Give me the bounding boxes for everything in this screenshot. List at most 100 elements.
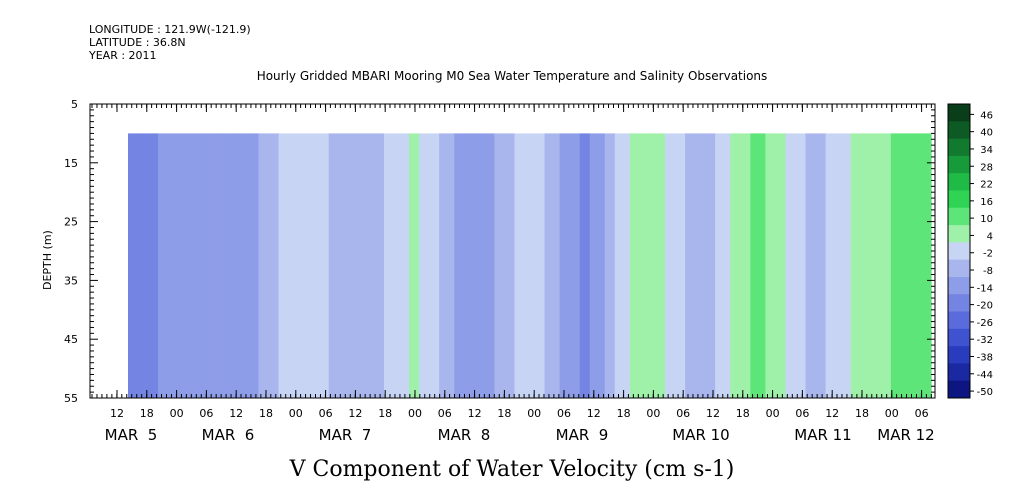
heatmap-cell [353,133,360,398]
colorbar-swatch [948,225,970,243]
heatmap-cell [499,133,506,398]
heatmap-cell [629,133,636,398]
colorbar-label: -50 [977,387,993,398]
heatmap-cell [624,133,631,398]
colorbar-swatch [948,121,970,140]
heatmap-cell [850,133,857,398]
colorbar-label: 40 [980,128,993,139]
heatmap-cell [148,133,154,398]
heatmap-cell [308,133,315,398]
y-tick-label: 55 [64,392,78,405]
heatmap-cell [765,133,771,398]
heatmap-cell [654,133,661,398]
y-tick-label: 5 [71,98,78,111]
x-day-label: MAR 10 [672,426,729,444]
heatmap-cell [785,133,792,398]
heatmap-cell [599,133,606,398]
colorbar-label: 46 [980,110,993,121]
heatmap-cell [885,133,892,398]
heatmap-cell [865,133,872,398]
x-hour-label: 18 [855,407,869,420]
x-hour-label: 12 [229,407,243,420]
x-day-label: MAR 7 [319,426,372,444]
heatmap-cell [494,133,500,398]
heatmap-cell [424,133,430,398]
x-hour-label: 00 [646,407,660,420]
y-tick-label: 25 [64,216,78,229]
x-hour-label: 00 [885,407,899,420]
x-day-label: MAR 8 [438,426,491,444]
heatmap-cell [298,133,305,398]
heatmap-cell [920,133,927,398]
colorbar-label: 10 [980,214,993,225]
heatmap-cell [810,133,817,398]
heatmap-cell [659,133,666,398]
heatmap-cell [373,133,380,398]
x-hour-label: 18 [736,407,750,420]
x-day-label: MAR 9 [556,426,609,444]
x-hour-label: 00 [527,407,541,420]
heatmap-cell [534,133,541,398]
heatmap-cell [750,133,756,398]
heatmap-cell [338,133,345,398]
heatmap-cell [589,133,596,398]
colorbar-swatch [948,155,970,174]
colorbar-label: -44 [977,370,993,381]
heatmap-cell [524,133,531,398]
colorbar-swatch [948,294,970,313]
heatmap-cell [519,133,526,398]
heatmap-cell [544,133,551,398]
colorbar-swatch [948,259,970,278]
heatmap-cell [775,133,782,398]
heatmap-cell [860,133,867,398]
heatmap-cell [890,133,897,398]
heatmap-cell [795,133,802,398]
heatmap-cell [614,133,621,398]
heatmap-cell [188,133,194,398]
heatmap-cell [514,133,521,398]
heatmap-cell [313,133,320,398]
heatmap-cell [554,133,561,398]
colorbar-swatch [948,242,970,261]
heatmap-cell [419,133,425,398]
heatmap-cell [725,133,731,398]
heatmap-cell [268,133,275,398]
x-hour-label: 12 [587,407,601,420]
heatmap-cell [549,133,556,398]
heatmap-cell [143,133,149,398]
colorbar-label: 16 [980,197,993,208]
heatmap-cell [805,133,812,398]
heatmap-cell [880,133,887,398]
colorbar-swatch [948,173,970,191]
colorbar-label: -8 [983,266,993,277]
x-hour-label: 12 [110,407,124,420]
x-day-label: MAR 11 [794,426,851,444]
heatmap-cell [569,133,576,398]
heatmap-cell [825,133,832,398]
heatmap-cell [579,133,586,398]
colorbar-label: -32 [977,335,993,346]
heatmap-cell [198,133,204,398]
heatmap-field [128,133,932,398]
heatmap-cell [238,133,245,398]
heatmap-cell [484,133,490,398]
heatmap-cell [680,133,686,398]
heatmap-cell [464,133,470,398]
heatmap-cell [710,133,716,398]
heatmap-cell [439,133,445,398]
x-hour-label: 00 [766,407,780,420]
heatmap-cell [333,133,340,398]
heatmap-cell [815,133,822,398]
heatmap-cell [183,133,189,398]
heatmap-cell [755,133,761,398]
heatmap-cell [670,133,676,398]
heatmap-cell [318,133,325,398]
x-day-label: MAR 5 [105,426,158,444]
heatmap-cell [760,133,766,398]
x-hour-label: 06 [795,407,809,420]
heatmap-cell [915,133,922,398]
x-hour-label: 06 [438,407,452,420]
x-hour-label: 06 [915,407,929,420]
heatmap-cell [905,133,912,398]
